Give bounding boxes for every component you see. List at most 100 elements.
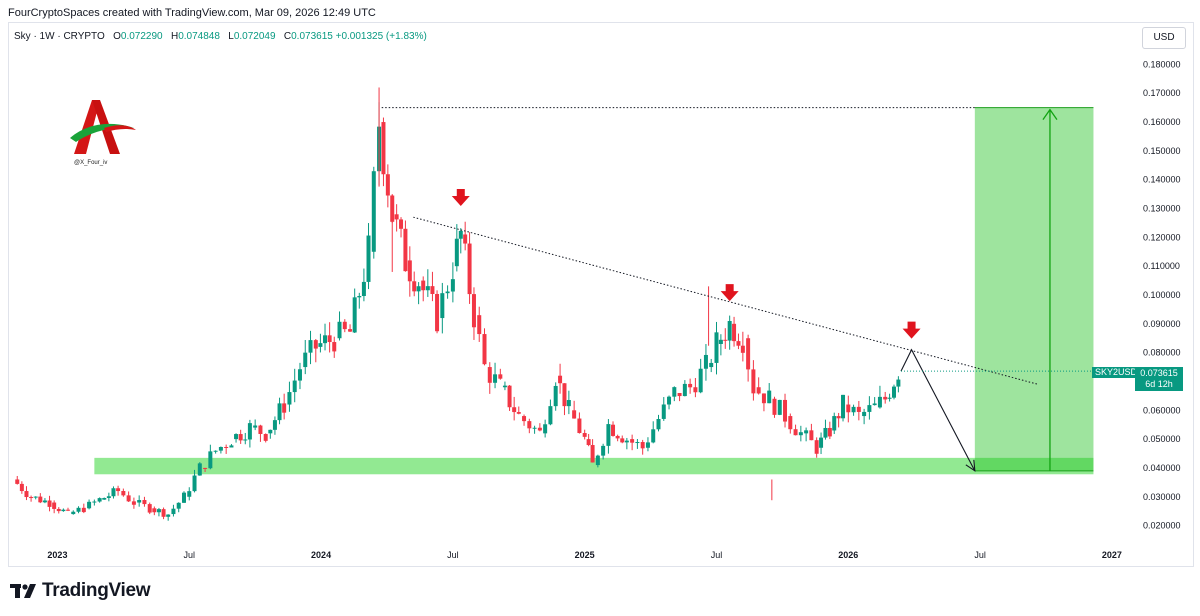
candle-body: [272, 420, 277, 430]
candle-body: [277, 403, 282, 421]
candle-body: [502, 385, 507, 388]
red-down-arrow-icon: [451, 189, 470, 206]
close-label: C: [283, 31, 292, 42]
open-label: O: [113, 31, 121, 42]
candle-body: [548, 406, 553, 425]
candle-body: [458, 230, 463, 239]
candle-body: [463, 234, 468, 244]
tradingview-logo-icon: [10, 584, 36, 598]
candle-body: [777, 399, 782, 415]
candle-body: [287, 392, 292, 405]
candle-body: [498, 374, 503, 379]
candle-body: [297, 369, 302, 381]
candle-body: [630, 439, 635, 443]
candle-body: [224, 446, 229, 448]
candle-body: [282, 403, 287, 413]
y-tick-label: 0.060000: [1143, 405, 1181, 415]
target-box: [974, 107, 1094, 471]
candle-body: [688, 383, 693, 388]
candle-body: [693, 387, 698, 393]
currency-button[interactable]: USD: [1142, 27, 1186, 49]
y-tick-label: 0.150000: [1143, 146, 1181, 156]
candle-body: [385, 174, 390, 196]
time-axis: 2023 Jul 2024 Jul 2025 Jul 2026 Jul 2027: [47, 550, 1121, 560]
candle-body: [126, 495, 131, 502]
candle-body: [740, 345, 745, 353]
candle-body: [793, 429, 798, 436]
y-tick-label: 0.130000: [1143, 204, 1181, 214]
candle-body: [416, 286, 421, 292]
candle-body: [651, 429, 656, 443]
candle-body: [590, 445, 595, 463]
candle-body: [52, 502, 57, 509]
candle-body: [819, 437, 824, 448]
candle-body: [862, 411, 867, 417]
candle-body: [751, 369, 756, 394]
candle-body: [606, 424, 611, 446]
candle-body: [171, 508, 176, 515]
y-tick-label: 0.040000: [1143, 463, 1181, 473]
candle-body: [142, 500, 147, 505]
x-tick-label: Jul: [184, 550, 196, 560]
candle-body: [672, 387, 677, 397]
candle-body: [887, 397, 892, 399]
candle-body: [856, 406, 861, 412]
candle-body: [640, 442, 645, 449]
candle-body: [553, 385, 558, 407]
candle-body: [97, 498, 102, 502]
candle-body: [723, 339, 728, 341]
bar-countdown: 6d 12h: [1145, 379, 1173, 389]
candle-body: [814, 440, 819, 454]
close-value: 0.073615: [291, 31, 333, 42]
candle-body: [635, 442, 640, 444]
projected-path: [900, 348, 976, 472]
candle-body: [682, 383, 687, 397]
candle-body: [234, 434, 239, 440]
candle-body: [788, 416, 793, 430]
open-value: 0.072290: [120, 31, 163, 42]
candle-body: [71, 511, 76, 515]
candle-body: [772, 398, 777, 415]
y-tick-label: 0.090000: [1143, 319, 1181, 329]
candle-body: [832, 416, 837, 431]
candle-body: [161, 509, 166, 517]
candle-body: [166, 514, 171, 517]
candle-body: [595, 455, 600, 466]
last-price: 0.073615: [1140, 368, 1178, 378]
candle-body: [152, 508, 157, 513]
candle-body: [435, 293, 440, 332]
candle-body: [213, 450, 218, 452]
candle-body: [896, 379, 901, 387]
candle-body: [229, 445, 234, 448]
candles: [15, 87, 901, 521]
candle-body: [361, 281, 366, 296]
red-down-arrow-icon: [720, 284, 739, 302]
candle-body: [891, 386, 896, 398]
ticker-tag: SKY2USD: [1092, 367, 1141, 378]
y-tick-label: 0.110000: [1143, 261, 1180, 271]
author-handle: @X_Four_iv: [74, 160, 108, 166]
candle-body: [714, 332, 719, 363]
candle-body: [342, 321, 347, 330]
candle-body: [586, 439, 591, 446]
candle-body: [137, 500, 142, 503]
candle-body: [29, 497, 34, 499]
candle-body: [450, 279, 455, 292]
candle-body: [804, 430, 809, 434]
y-tick-label: 0.080000: [1143, 348, 1181, 358]
candle-body: [566, 400, 571, 407]
candle-body: [703, 354, 708, 369]
candle-body: [203, 467, 208, 469]
candle-body: [381, 122, 386, 175]
y-tick-label: 0.180000: [1143, 59, 1181, 69]
candle-body: [677, 393, 682, 397]
symbol-name[interactable]: Sky · 1W · CRYPTO: [14, 31, 105, 42]
projected-arrow-head: [965, 459, 976, 472]
candle-body: [403, 228, 408, 272]
candle-body: [454, 238, 459, 267]
candle-body: [727, 321, 732, 341]
candle-body: [430, 286, 435, 294]
candle-body: [656, 419, 661, 430]
tradingview-footer[interactable]: TradingView: [10, 580, 151, 602]
